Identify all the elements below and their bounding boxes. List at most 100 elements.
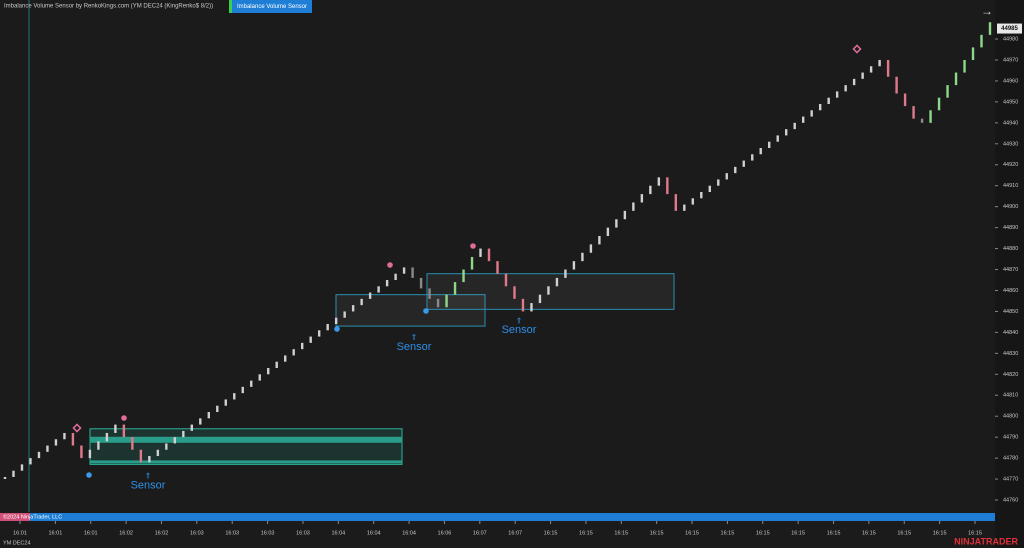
brick bbox=[419, 277, 423, 289]
y-tick-label: 44950 bbox=[1003, 99, 1018, 105]
y-tick-label: 44800 bbox=[1003, 414, 1018, 420]
brick bbox=[394, 273, 397, 281]
brick bbox=[309, 336, 312, 343]
brick bbox=[479, 248, 482, 257]
brick bbox=[258, 374, 261, 381]
brick bbox=[869, 66, 873, 73]
brick bbox=[954, 72, 958, 86]
brick bbox=[3, 476, 7, 479]
sensor-zone bbox=[426, 273, 675, 310]
brick bbox=[428, 288, 431, 299]
y-tick-label: 44780 bbox=[1003, 456, 1018, 462]
brick bbox=[903, 93, 907, 107]
sensor-arrow: ⇑ bbox=[411, 333, 418, 342]
brick bbox=[334, 317, 338, 325]
scroll-handle[interactable] bbox=[0, 513, 30, 521]
indicator-marker bbox=[229, 0, 232, 13]
sensor-zone bbox=[335, 294, 486, 327]
zone-band bbox=[90, 460, 402, 464]
x-tick-label: 16:04 bbox=[402, 530, 416, 536]
brick bbox=[666, 177, 669, 195]
brick bbox=[368, 292, 372, 299]
scroll-bar[interactable] bbox=[0, 513, 995, 521]
signal-dot bbox=[423, 308, 429, 314]
brick bbox=[402, 267, 406, 274]
brick bbox=[818, 103, 822, 111]
y-tick-label: 44910 bbox=[1003, 183, 1018, 189]
brick bbox=[173, 437, 177, 444]
brick bbox=[640, 194, 644, 203]
brick bbox=[530, 303, 533, 312]
x-tick-label: 16:15 bbox=[827, 530, 841, 536]
brick bbox=[700, 191, 703, 199]
brick bbox=[555, 277, 559, 287]
brick bbox=[224, 399, 227, 406]
y-tick-label: 44960 bbox=[1003, 78, 1018, 84]
x-tick-label: 16:15 bbox=[756, 530, 770, 536]
brick bbox=[929, 110, 932, 123]
indicator-button[interactable] bbox=[232, 0, 312, 13]
brick bbox=[165, 443, 168, 450]
brick bbox=[980, 34, 983, 48]
y-tick-label: 44880 bbox=[1003, 246, 1018, 252]
indicator-label[interactable]: Imbalance Volume Sensor bbox=[237, 4, 307, 10]
x-tick-label: 16:15 bbox=[933, 530, 947, 536]
y-tick-label: 44900 bbox=[1003, 204, 1018, 210]
brick bbox=[538, 294, 542, 304]
brick bbox=[768, 141, 771, 148]
y-tick-label: 44850 bbox=[1003, 309, 1018, 315]
expand-icon[interactable]: → bbox=[981, 4, 993, 18]
brick bbox=[572, 261, 576, 270]
x-tick-label: 16:15 bbox=[614, 530, 628, 536]
brick bbox=[852, 78, 856, 86]
signal-dot bbox=[334, 326, 340, 332]
brick bbox=[674, 194, 678, 211]
brick bbox=[29, 458, 32, 465]
sensor-label: Sensor bbox=[502, 324, 537, 336]
x-tick-label: 16:15 bbox=[650, 530, 664, 536]
brick bbox=[148, 456, 151, 463]
brick bbox=[742, 160, 745, 167]
x-tick-label: 16:01 bbox=[84, 530, 98, 536]
brick bbox=[284, 355, 287, 362]
brick bbox=[46, 445, 49, 452]
brick bbox=[88, 449, 92, 459]
brick bbox=[513, 286, 516, 299]
sensor-label: Sensor bbox=[397, 341, 432, 353]
brick bbox=[971, 47, 975, 60]
brick bbox=[275, 361, 278, 369]
zone-band bbox=[90, 436, 402, 443]
brick bbox=[496, 261, 499, 274]
brick bbox=[114, 424, 117, 433]
last-price-box bbox=[997, 23, 1022, 34]
brick bbox=[343, 311, 346, 318]
brick bbox=[504, 273, 508, 287]
brick bbox=[615, 219, 618, 228]
brick bbox=[190, 424, 194, 431]
brick bbox=[182, 430, 185, 438]
brick bbox=[20, 464, 24, 471]
brick bbox=[317, 330, 321, 337]
brick bbox=[216, 405, 219, 413]
brick bbox=[946, 85, 949, 98]
x-tick-label: 16:15 bbox=[685, 530, 699, 536]
brick bbox=[445, 294, 448, 308]
brick bbox=[598, 236, 601, 245]
brick bbox=[71, 432, 75, 446]
brick bbox=[250, 380, 253, 387]
brick bbox=[54, 439, 58, 446]
y-tick-label: 44970 bbox=[1003, 57, 1018, 63]
brick bbox=[487, 248, 491, 262]
y-tick-label: 44890 bbox=[1003, 225, 1018, 231]
x-tick-label: 16:07 bbox=[508, 530, 522, 536]
brick bbox=[207, 412, 210, 419]
brick bbox=[725, 173, 728, 180]
copyright: ©2024 NinjaTrader, LLC bbox=[3, 513, 62, 520]
brick bbox=[734, 166, 737, 174]
brick bbox=[139, 449, 143, 463]
brick bbox=[785, 129, 788, 136]
y-tick-label: 44980 bbox=[1003, 36, 1018, 42]
y-tick-label: 44840 bbox=[1003, 330, 1018, 336]
brick bbox=[751, 154, 754, 161]
